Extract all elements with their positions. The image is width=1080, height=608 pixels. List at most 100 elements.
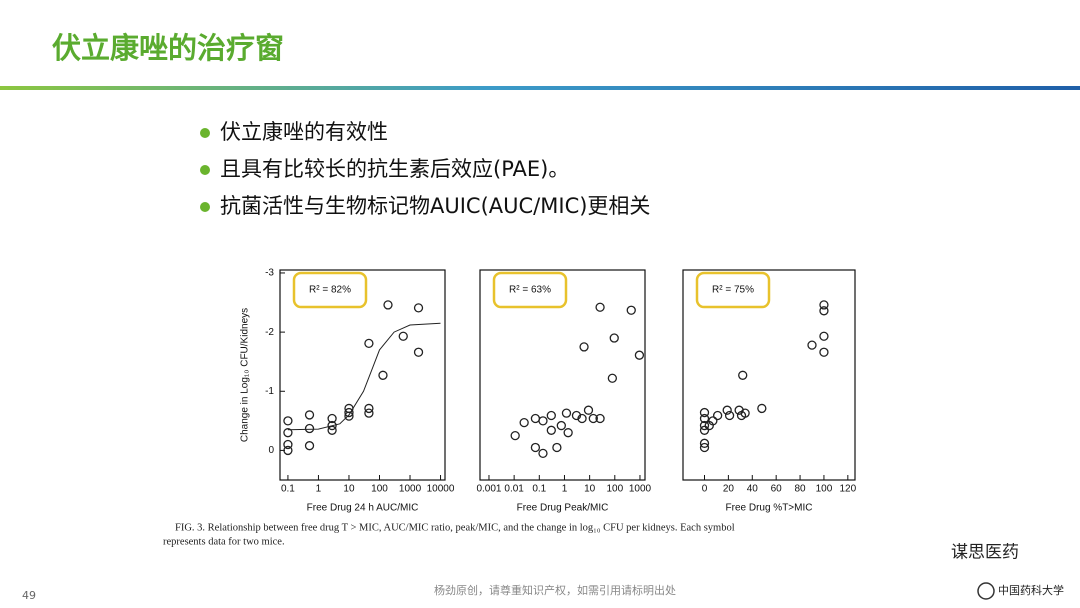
- x-tick-label: 100: [606, 484, 623, 495]
- data-point: [819, 300, 829, 310]
- data-point: [283, 445, 293, 456]
- data-point: [283, 439, 293, 450]
- x-tick-label: 1: [562, 484, 568, 495]
- x-tick-label: 0.1: [532, 484, 546, 495]
- data-point: [383, 300, 393, 310]
- x-tick-label: 120: [839, 484, 856, 495]
- caption: represents data for two mice.: [163, 536, 285, 547]
- x-tick-label: 100: [371, 484, 388, 495]
- data-point: [588, 413, 598, 424]
- logo-emblem: [977, 582, 995, 600]
- data-point: [546, 410, 556, 421]
- x-axis-label: Free Drug %T>MIC: [726, 503, 813, 514]
- fit-curve: [287, 322, 441, 431]
- data-point: [819, 331, 829, 341]
- annotation: R² = 82%: [309, 285, 351, 296]
- y-tick-label: -3: [265, 268, 274, 279]
- data-point: [546, 425, 556, 435]
- data-point: [579, 342, 589, 352]
- x-tick-label: 60: [771, 484, 783, 495]
- data-point: [530, 413, 541, 424]
- bullet-dot: [200, 202, 210, 212]
- data-point: [538, 448, 548, 459]
- y-tick-label: -2: [265, 327, 274, 338]
- data-point: [607, 373, 618, 383]
- y-axis-label: Change in Log₁₀ CFU/Kidneys: [240, 308, 251, 442]
- data-point: [552, 442, 562, 453]
- caption: FIG. 3. Relationship between free drug T…: [175, 522, 735, 533]
- data-point: [304, 410, 315, 420]
- x-tick-label: 0: [702, 484, 708, 495]
- data-point: [538, 416, 548, 426]
- data-point: [571, 410, 582, 421]
- data-point: [757, 403, 767, 414]
- logo-text: 中国药科大学: [998, 583, 1064, 597]
- data-point: [530, 442, 541, 453]
- data-point: [413, 347, 424, 357]
- data-point: [699, 407, 710, 418]
- annotation-box: [492, 271, 568, 309]
- data-point: [327, 420, 337, 431]
- annotation-box: [695, 271, 771, 309]
- data-point: [561, 408, 572, 418]
- data-point: [626, 305, 636, 315]
- data-point: [807, 340, 817, 350]
- data-point: [740, 408, 750, 418]
- data-point: [283, 416, 293, 426]
- data-point: [583, 405, 594, 415]
- data-point: [724, 410, 735, 421]
- data-point: [699, 420, 710, 431]
- x-tick-label: 10000: [427, 484, 455, 495]
- data-point: [556, 420, 566, 431]
- data-point: [283, 428, 293, 438]
- data-point: [595, 302, 605, 312]
- title-rule: [0, 86, 1080, 90]
- data-point: [634, 350, 645, 360]
- bullet: 伏立康唑的有效性: [220, 120, 388, 144]
- x-axis-label: Free Drug 24 h AUC/MIC: [307, 503, 419, 514]
- x-tick-label: 40: [747, 484, 759, 495]
- plot-frame: [479, 269, 646, 481]
- data-point: [699, 438, 710, 448]
- x-tick-label: 100: [816, 484, 833, 495]
- data-point: [708, 416, 718, 426]
- footer-note: 杨劲原创，请尊重知识产权，如需引用请标明出处: [434, 583, 676, 597]
- data-point: [364, 338, 374, 349]
- data-point: [699, 425, 710, 435]
- data-point: [738, 370, 748, 380]
- x-tick-label: 0.1: [281, 484, 295, 495]
- data-point: [510, 430, 520, 441]
- data-point: [519, 417, 529, 428]
- data-point: [577, 413, 587, 424]
- data-point: [344, 411, 354, 421]
- data-point: [398, 331, 408, 341]
- data-point: [712, 410, 723, 421]
- x-tick-label: 1000: [629, 484, 652, 495]
- data-point: [364, 403, 374, 414]
- data-point: [819, 306, 829, 316]
- y-tick-label: -1: [265, 386, 274, 397]
- annotation-box: [292, 271, 368, 309]
- data-point: [413, 303, 424, 313]
- data-point: [819, 347, 829, 357]
- y-tick-label: 0: [268, 445, 274, 456]
- bullet-dot: [200, 128, 210, 138]
- plot-frame: [279, 269, 446, 481]
- data-point: [563, 428, 573, 438]
- x-tick-label: 10: [343, 484, 355, 495]
- x-tick-label: 0.001: [476, 484, 501, 495]
- data-point: [699, 413, 710, 424]
- data-point: [364, 408, 374, 418]
- slide-title: 伏立康唑的治疗窗: [52, 31, 284, 65]
- x-tick-label: 10: [584, 484, 596, 495]
- x-tick-label: 80: [794, 484, 806, 495]
- data-point: [327, 425, 337, 435]
- data-point: [344, 407, 354, 418]
- data-point: [699, 442, 710, 453]
- data-point: [722, 405, 732, 415]
- plot-frame: [682, 269, 856, 481]
- data-point: [609, 333, 619, 343]
